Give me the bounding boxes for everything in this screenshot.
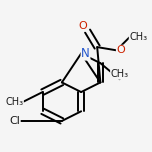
Text: N: N [81,47,90,60]
Text: CH₃: CH₃ [129,33,147,42]
Text: CH₃: CH₃ [111,69,129,79]
Text: O: O [79,21,88,31]
Text: CH₃: CH₃ [5,97,23,107]
Text: O: O [116,45,125,55]
Text: Cl: Cl [9,116,20,126]
